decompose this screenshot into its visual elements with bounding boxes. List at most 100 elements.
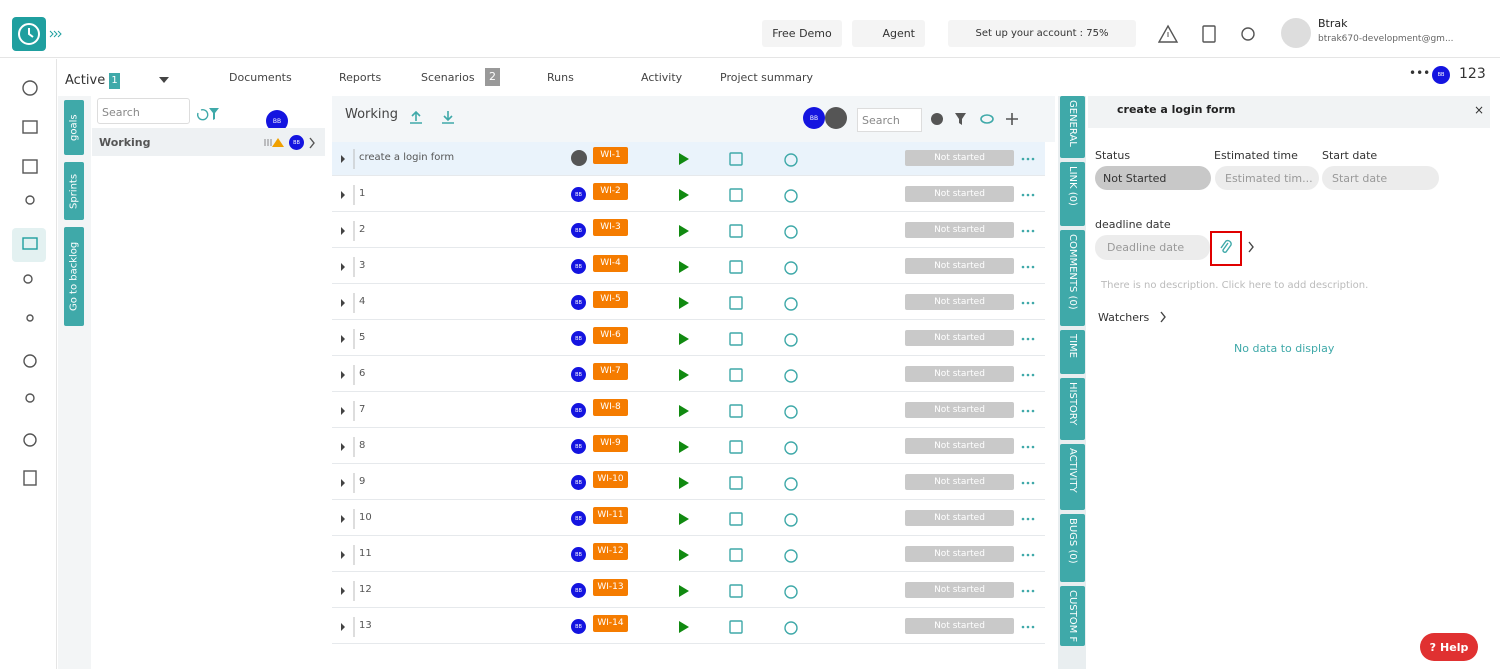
assignee-avatar[interactable]: BB — [571, 331, 586, 346]
assignee-avatar[interactable]: BB — [571, 475, 586, 490]
status-badge[interactable]: Not started — [905, 222, 1014, 238]
work-item-row[interactable]: 6 BB WI-7 Not started — [332, 358, 1045, 392]
row-icons[interactable] — [332, 250, 1045, 284]
start-input[interactable]: Start date — [1322, 166, 1439, 190]
assignee-avatar[interactable]: BB — [571, 619, 586, 634]
row-icons[interactable] — [332, 430, 1045, 464]
attachment-highlight[interactable] — [1210, 231, 1242, 266]
nav-icons[interactable] — [20, 78, 40, 488]
nav-tab[interactable]: Runs — [547, 71, 574, 84]
work-item-id[interactable]: WI-12 — [593, 543, 628, 560]
agent-button[interactable]: Agent — [852, 20, 925, 47]
free-demo-button[interactable]: Free Demo — [762, 20, 842, 47]
work-item-name[interactable]: 4 — [359, 296, 366, 307]
attachment-icon[interactable] — [1212, 233, 1240, 264]
assignee-avatar[interactable]: BB — [571, 295, 586, 310]
assignee-avatar[interactable]: BB — [571, 367, 586, 382]
work-item-name[interactable]: 12 — [359, 584, 372, 595]
more-menu[interactable]: ••• — [1409, 66, 1431, 80]
work-item-name[interactable]: 13 — [359, 620, 372, 631]
assignee-avatar[interactable]: BB — [571, 187, 586, 202]
work-item-name[interactable]: 5 — [359, 332, 366, 343]
active-caret[interactable] — [158, 76, 170, 84]
work-item-name[interactable]: 11 — [359, 548, 372, 559]
status-badge[interactable]: Not started — [905, 186, 1014, 202]
status-badge[interactable]: Not started — [905, 366, 1014, 382]
assignee-avatar[interactable]: BB — [571, 439, 586, 454]
status-badge[interactable]: Not started — [905, 402, 1014, 418]
status-badge[interactable]: Not started — [905, 510, 1014, 526]
assignee-avatar[interactable]: BB — [571, 403, 586, 418]
work-item-name[interactable]: 10 — [359, 512, 372, 523]
status-badge[interactable]: Not started — [905, 150, 1014, 166]
work-item-id[interactable]: WI-10 — [593, 471, 628, 488]
work-item-name[interactable]: 7 — [359, 404, 366, 415]
work-item-name[interactable]: 3 — [359, 260, 366, 271]
detail-tab[interactable]: LINK (0) — [1060, 162, 1085, 226]
active-filter[interactable]: Active — [65, 73, 106, 88]
assignee-avatar[interactable]: BB — [571, 547, 586, 562]
row-icons[interactable] — [332, 610, 1045, 644]
work-item-row[interactable]: 7 BB WI-8 Not started — [332, 394, 1045, 428]
header-icons[interactable] — [1158, 24, 1268, 44]
left-tools[interactable] — [194, 107, 222, 125]
work-item-row[interactable]: 4 BB WI-5 Not started — [332, 286, 1045, 320]
work-item-id[interactable]: WI-6 — [593, 327, 628, 344]
assignee-avatar[interactable]: BB — [571, 223, 586, 238]
watchers-label[interactable]: Watchers — [1098, 311, 1150, 324]
status-badge[interactable]: Not started — [905, 618, 1014, 634]
work-item-id[interactable]: WI-1 — [593, 147, 628, 164]
work-item-row[interactable]: 3 BB WI-4 Not started — [332, 250, 1045, 284]
assignee-avatar[interactable]: BB — [571, 511, 586, 526]
status-badge[interactable]: Not started — [905, 582, 1014, 598]
status-dropdown[interactable]: Not Started — [1095, 166, 1211, 190]
row-icons[interactable] — [332, 466, 1045, 500]
work-item-id[interactable]: WI-2 — [593, 183, 628, 200]
detail-tab[interactable]: ACTIVITY — [1060, 444, 1085, 510]
status-badge[interactable]: Not started — [905, 474, 1014, 490]
work-item-row[interactable]: 1 BB WI-2 Not started — [332, 178, 1045, 212]
estimated-input[interactable]: Estimated tim... — [1215, 166, 1319, 190]
upload-download[interactable] — [408, 109, 458, 125]
status-badge[interactable]: Not started — [905, 546, 1014, 562]
detail-tab[interactable]: HISTORY — [1060, 378, 1085, 440]
nav-count[interactable]: 123 — [1459, 66, 1486, 82]
work-items-tools[interactable] — [930, 111, 1020, 127]
description[interactable]: There is no description. Click here to a… — [1101, 280, 1369, 291]
work-item-id[interactable]: WI-8 — [593, 399, 628, 416]
work-item-row[interactable]: 5 BB WI-6 Not started — [332, 322, 1045, 356]
status-badge[interactable]: Not started — [905, 258, 1014, 274]
left-search[interactable]: Search — [97, 98, 190, 124]
nav-tab[interactable]: Project summary — [720, 71, 814, 84]
row-icons[interactable] — [332, 574, 1045, 608]
work-item-row[interactable]: 13 BB WI-14 Not started — [332, 610, 1045, 644]
side-tab[interactable]: Go to backlog — [64, 227, 84, 326]
work-item-name[interactable]: create a login form — [359, 152, 455, 163]
assignee-avatar[interactable]: BB — [571, 259, 586, 274]
help-button[interactable]: ? Help — [1420, 633, 1478, 661]
row-icons[interactable] — [332, 394, 1045, 428]
close-button[interactable]: × — [1474, 103, 1485, 117]
status-badge[interactable]: Not started — [905, 294, 1014, 310]
work-item-row[interactable]: 2 BB WI-3 Not started — [332, 214, 1045, 248]
row-icons[interactable] — [332, 178, 1045, 212]
assignee-photo[interactable] — [571, 150, 587, 166]
user-avatar[interactable] — [1281, 18, 1311, 48]
detail-tab[interactable]: BUGS (0) — [1060, 514, 1085, 582]
row-icons[interactable] — [332, 358, 1045, 392]
row-icons[interactable] — [332, 286, 1045, 320]
work-item-row[interactable]: 12 BB WI-13 Not started — [332, 574, 1045, 608]
work-items-search[interactable]: Search — [857, 108, 922, 132]
detail-tab[interactable]: CUSTOM F — [1060, 586, 1085, 646]
work-item-name[interactable]: 6 — [359, 368, 366, 379]
header-photo[interactable] — [825, 107, 847, 129]
work-item-id[interactable]: WI-3 — [593, 219, 628, 236]
nav-tab[interactable]: Documents — [229, 71, 292, 84]
work-item-id[interactable]: WI-13 — [593, 579, 628, 596]
detail-tab[interactable]: TIME — [1060, 330, 1085, 374]
row-icons[interactable] — [332, 142, 1045, 176]
header-avatar[interactable]: BB — [803, 107, 825, 129]
work-item-row[interactable]: 11 BB WI-12 Not started — [332, 538, 1045, 572]
setup-button[interactable]: Set up your account : 75% — [948, 20, 1136, 47]
status-badge[interactable]: Not started — [905, 438, 1014, 454]
